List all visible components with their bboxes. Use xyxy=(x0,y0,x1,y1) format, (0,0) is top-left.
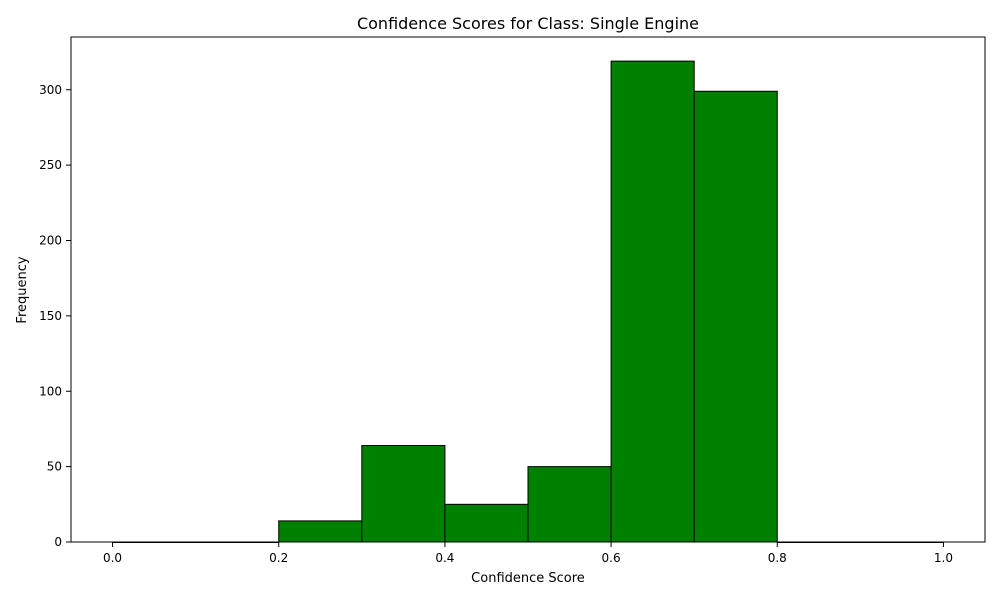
bars-group xyxy=(112,60,944,543)
y-tick-label-6: 300 xyxy=(39,83,62,97)
histogram-bar-7 xyxy=(693,90,778,543)
histogram-bar-3 xyxy=(361,445,446,543)
x-tick-label-1: 0.2 xyxy=(269,551,288,565)
chart-title: Confidence Scores for Class: Single Engi… xyxy=(357,14,699,33)
x-tick-label-0: 0.0 xyxy=(103,551,122,565)
y-tick-label-4: 200 xyxy=(39,234,62,248)
x-axis-label: Confidence Score xyxy=(471,571,585,586)
histogram-bar-6 xyxy=(610,60,695,543)
y-tick-label-0: 0 xyxy=(54,535,62,549)
plot-frame xyxy=(70,36,986,543)
y-axis-label: Frequency xyxy=(15,256,30,323)
x-tick-label-4: 0.8 xyxy=(768,551,787,565)
x-tick-label-5: 1.0 xyxy=(934,551,953,565)
y-tick-label-3: 150 xyxy=(39,309,62,323)
x-tick-label-3: 0.6 xyxy=(602,551,621,565)
y-tick-label-1: 50 xyxy=(47,460,62,474)
y-tick-label-5: 250 xyxy=(39,158,62,172)
x-axis-ticks: 0.0 0.2 0.4 0.6 0.8 1.0 xyxy=(103,542,953,565)
histogram-bar-2 xyxy=(278,520,363,543)
y-axis-ticks: 0 50 100 150 200 250 300 xyxy=(39,83,71,549)
x-tick-label-2: 0.4 xyxy=(435,551,454,565)
histogram-bar-4 xyxy=(444,503,529,543)
histogram-bar-5 xyxy=(527,466,612,543)
y-tick-label-2: 100 xyxy=(39,384,62,398)
